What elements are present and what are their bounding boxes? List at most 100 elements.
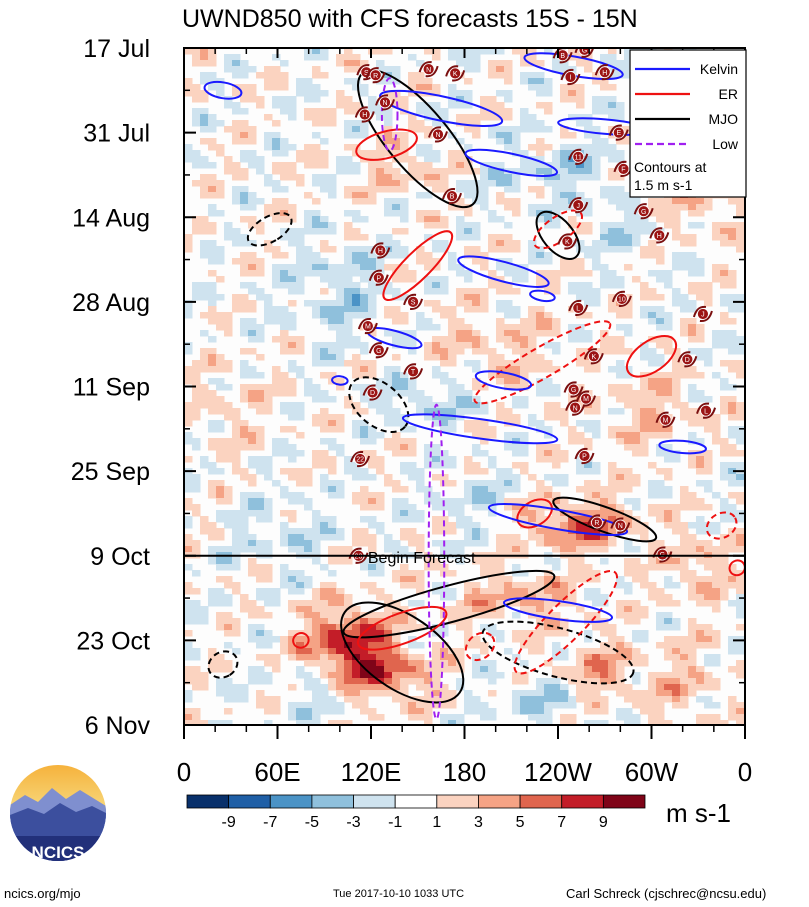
storm-spiral: [611, 290, 632, 307]
storm-spiral: [565, 399, 586, 416]
storm-marker: R: [586, 514, 607, 531]
storm-spiral: [403, 363, 424, 380]
storm-marker: G: [633, 203, 654, 220]
kelvin-contour: [401, 413, 559, 445]
storm-dot: [407, 365, 419, 378]
storm-spiral: [370, 242, 391, 259]
storm-marker: T: [403, 363, 424, 380]
storm-spiral: [568, 299, 589, 316]
colorbar-tick-label: 3: [474, 814, 483, 831]
storm-spiral: [442, 188, 462, 205]
storm-label: H: [602, 70, 607, 77]
storm-label: K: [453, 71, 458, 78]
storm-spiral: [368, 269, 389, 286]
kelvin-contour: [464, 148, 559, 178]
colorbar-bin: [228, 794, 271, 809]
er-contour: [516, 498, 553, 529]
er-contour: [382, 230, 454, 301]
storm-marker: E: [608, 124, 629, 141]
storm-spiral: [696, 402, 717, 419]
storm-dot: [697, 308, 709, 320]
colorbar-bin: [478, 794, 521, 809]
storm-label: S: [364, 70, 369, 77]
er-contour: [355, 128, 418, 161]
storm-spiral: [375, 94, 395, 111]
storm-dot: [587, 350, 600, 363]
low-contour: [427, 403, 446, 720]
storm-spiral: [403, 293, 424, 310]
storm-label: H: [362, 112, 367, 119]
storm-label: 11: [575, 154, 582, 161]
storm-dot: [656, 548, 669, 561]
storm-marker: 22: [350, 450, 371, 468]
storm-label: J: [701, 312, 705, 319]
storm-marker: K: [445, 65, 466, 82]
er-contour: [356, 605, 448, 651]
x-tick-label: 0: [177, 757, 191, 787]
colorbar-bin: [311, 794, 354, 809]
storm-marker: P: [574, 447, 595, 465]
storm-label: N: [618, 523, 623, 530]
footer-timestamp: Tue 2017-10-10 1033 UTC: [333, 888, 464, 900]
colorbar-bin: [436, 794, 479, 809]
storm-spiral: [354, 106, 375, 123]
y-axis: 17 Jul 31 Jul 14 Aug 28 Aug 11 Sep 25 Sep 9 Oc…: [71, 35, 745, 740]
mjo-contour: [535, 210, 581, 260]
storm-label: D: [370, 390, 375, 397]
storm-label: M: [663, 417, 669, 424]
colorbar-tick-label: -1: [388, 814, 402, 831]
storm-label: G: [641, 209, 646, 216]
storm-label: N: [573, 405, 578, 412]
storm-label: H: [378, 248, 383, 255]
colorbar-bin: [269, 794, 313, 809]
storm-label: 22: [356, 457, 364, 464]
logo-text: NCICS: [32, 843, 85, 862]
contour-layer: [203, 52, 745, 720]
y-tick-label: 28 Aug: [72, 289, 150, 317]
storm-dot: [567, 383, 580, 396]
y-tick-label: 6 Nov: [85, 712, 151, 740]
storm-dot: [358, 108, 371, 121]
colorbar-tick-label: 9: [599, 814, 608, 831]
storm-dot: [407, 295, 419, 308]
storm-dot: [615, 292, 628, 305]
storm-label: E: [616, 130, 621, 137]
storm-dot: [681, 353, 694, 366]
forecast-label: Begin Forecast: [368, 550, 476, 567]
storm-dot: [580, 392, 592, 405]
storm-label: P: [582, 454, 587, 461]
storm-label: B: [560, 53, 565, 60]
x-tick-label: 180: [443, 757, 486, 787]
storm-label: J: [577, 203, 581, 210]
storm-marker: D: [677, 351, 698, 368]
kelvin-contour: [457, 255, 550, 288]
storm-dot: [561, 235, 574, 248]
colorbar-bin: [519, 794, 563, 809]
storm-spiral: [365, 67, 386, 84]
storm-dot: [372, 271, 385, 284]
mjo-contour: [246, 212, 293, 247]
footer-url[interactable]: ncics.org/mjo: [4, 886, 81, 901]
colorbar-tick-label: -5: [305, 814, 319, 831]
storm-spiral: [418, 61, 439, 78]
legend-label: MJO: [708, 111, 738, 127]
storm-spiral: [649, 227, 670, 244]
legend-label: Low: [712, 136, 739, 152]
storm-label: L: [704, 408, 708, 415]
chart-title: UWND850 with CFS forecasts 15S - 15N: [182, 5, 638, 33]
storm-label: N: [435, 132, 440, 139]
forecast-start: Begin Forecast: [184, 550, 745, 567]
legend: Kelvin ER MJO Low Contours at 1.5 m s-1: [629, 49, 747, 198]
storm-dot: [617, 162, 630, 175]
storm-label: 10: [618, 296, 626, 303]
storm-label: S: [411, 299, 416, 306]
er-contour: [464, 631, 496, 662]
storm-dot: [354, 453, 366, 465]
er-contour: [513, 570, 619, 675]
storm-spiral: [428, 126, 448, 143]
storm-label: N: [382, 100, 387, 107]
storm-spiral: [368, 342, 389, 359]
storm-label: G: [376, 348, 381, 355]
storm-dot: [598, 66, 611, 79]
